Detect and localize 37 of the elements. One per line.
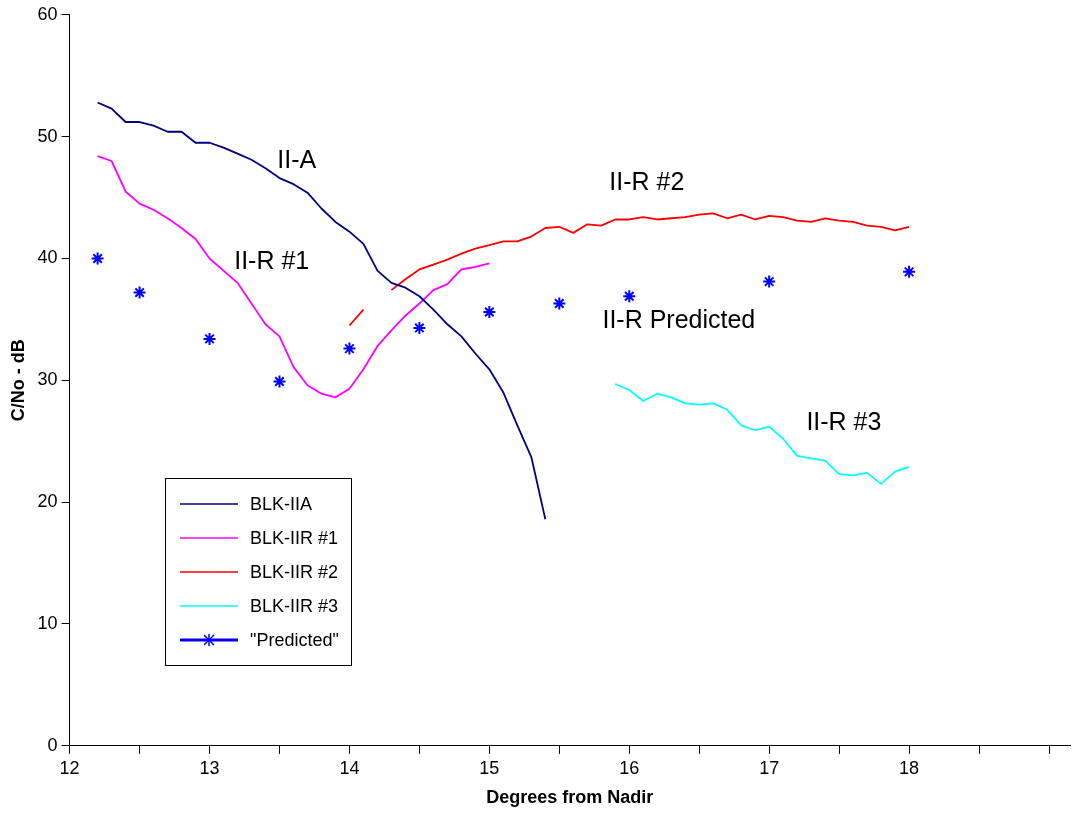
x-tick-label: 12 [59,757,80,778]
annotation: II-A [277,144,317,173]
x-tick-label: 16 [619,757,640,778]
legend-label: BLK-IIR #3 [250,595,339,617]
annotation: II-R #1 [234,245,310,274]
y-tick-label: 20 [37,491,58,512]
y-tick-label: 0 [47,734,58,755]
annotation: II-R #3 [806,407,882,436]
point [412,320,427,335]
point [552,296,567,311]
y-axis-title: C/No - dB [7,339,28,422]
point [342,341,357,356]
legend-label: BLK-IIR #2 [250,561,339,583]
point [272,374,287,389]
point [482,305,497,320]
x-tick-label: 13 [199,757,220,778]
point [622,289,637,304]
y-tick-label: 50 [37,125,58,146]
y-tick-label: 40 [37,247,58,268]
x-tick-label: 18 [899,757,920,778]
y-tick-label: 60 [37,3,58,24]
legend-label: BLK-IIR #1 [250,527,339,549]
legend-label: BLK-IIA [250,493,313,515]
y-tick-label: 30 [37,369,58,390]
x-tick-label: 17 [759,757,780,778]
point [902,264,917,279]
x-tick-label: 15 [479,757,500,778]
x-tick-label: 14 [339,757,360,778]
point [762,274,777,289]
annotation: II-R Predicted [602,304,756,333]
y-tick-label: 10 [37,612,58,633]
legend-label: "Predicted" [250,629,339,651]
x-axis-title: Degrees from Nadir [486,787,654,808]
point [132,285,147,300]
annotation: II-R #2 [609,166,685,195]
point [202,331,217,346]
point [90,251,105,266]
